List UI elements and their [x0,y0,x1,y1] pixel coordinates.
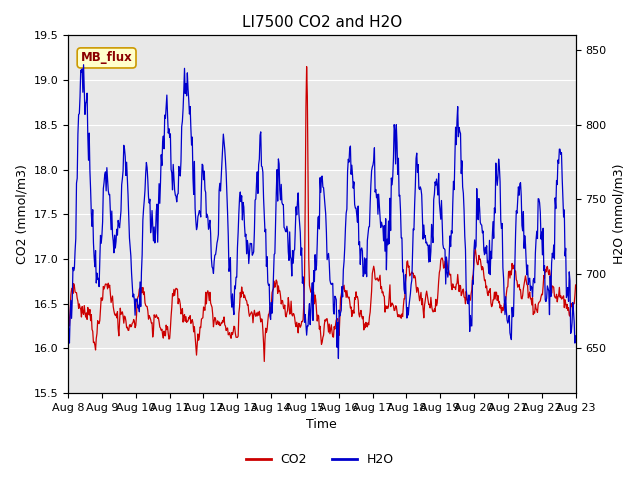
Y-axis label: H2O (mmol/m3): H2O (mmol/m3) [612,164,625,264]
Text: MB_flux: MB_flux [81,51,132,64]
Y-axis label: CO2 (mmol/m3): CO2 (mmol/m3) [15,164,28,264]
Legend: CO2, H2O: CO2, H2O [241,448,399,471]
Title: LI7500 CO2 and H2O: LI7500 CO2 and H2O [242,15,402,30]
X-axis label: Time: Time [307,419,337,432]
